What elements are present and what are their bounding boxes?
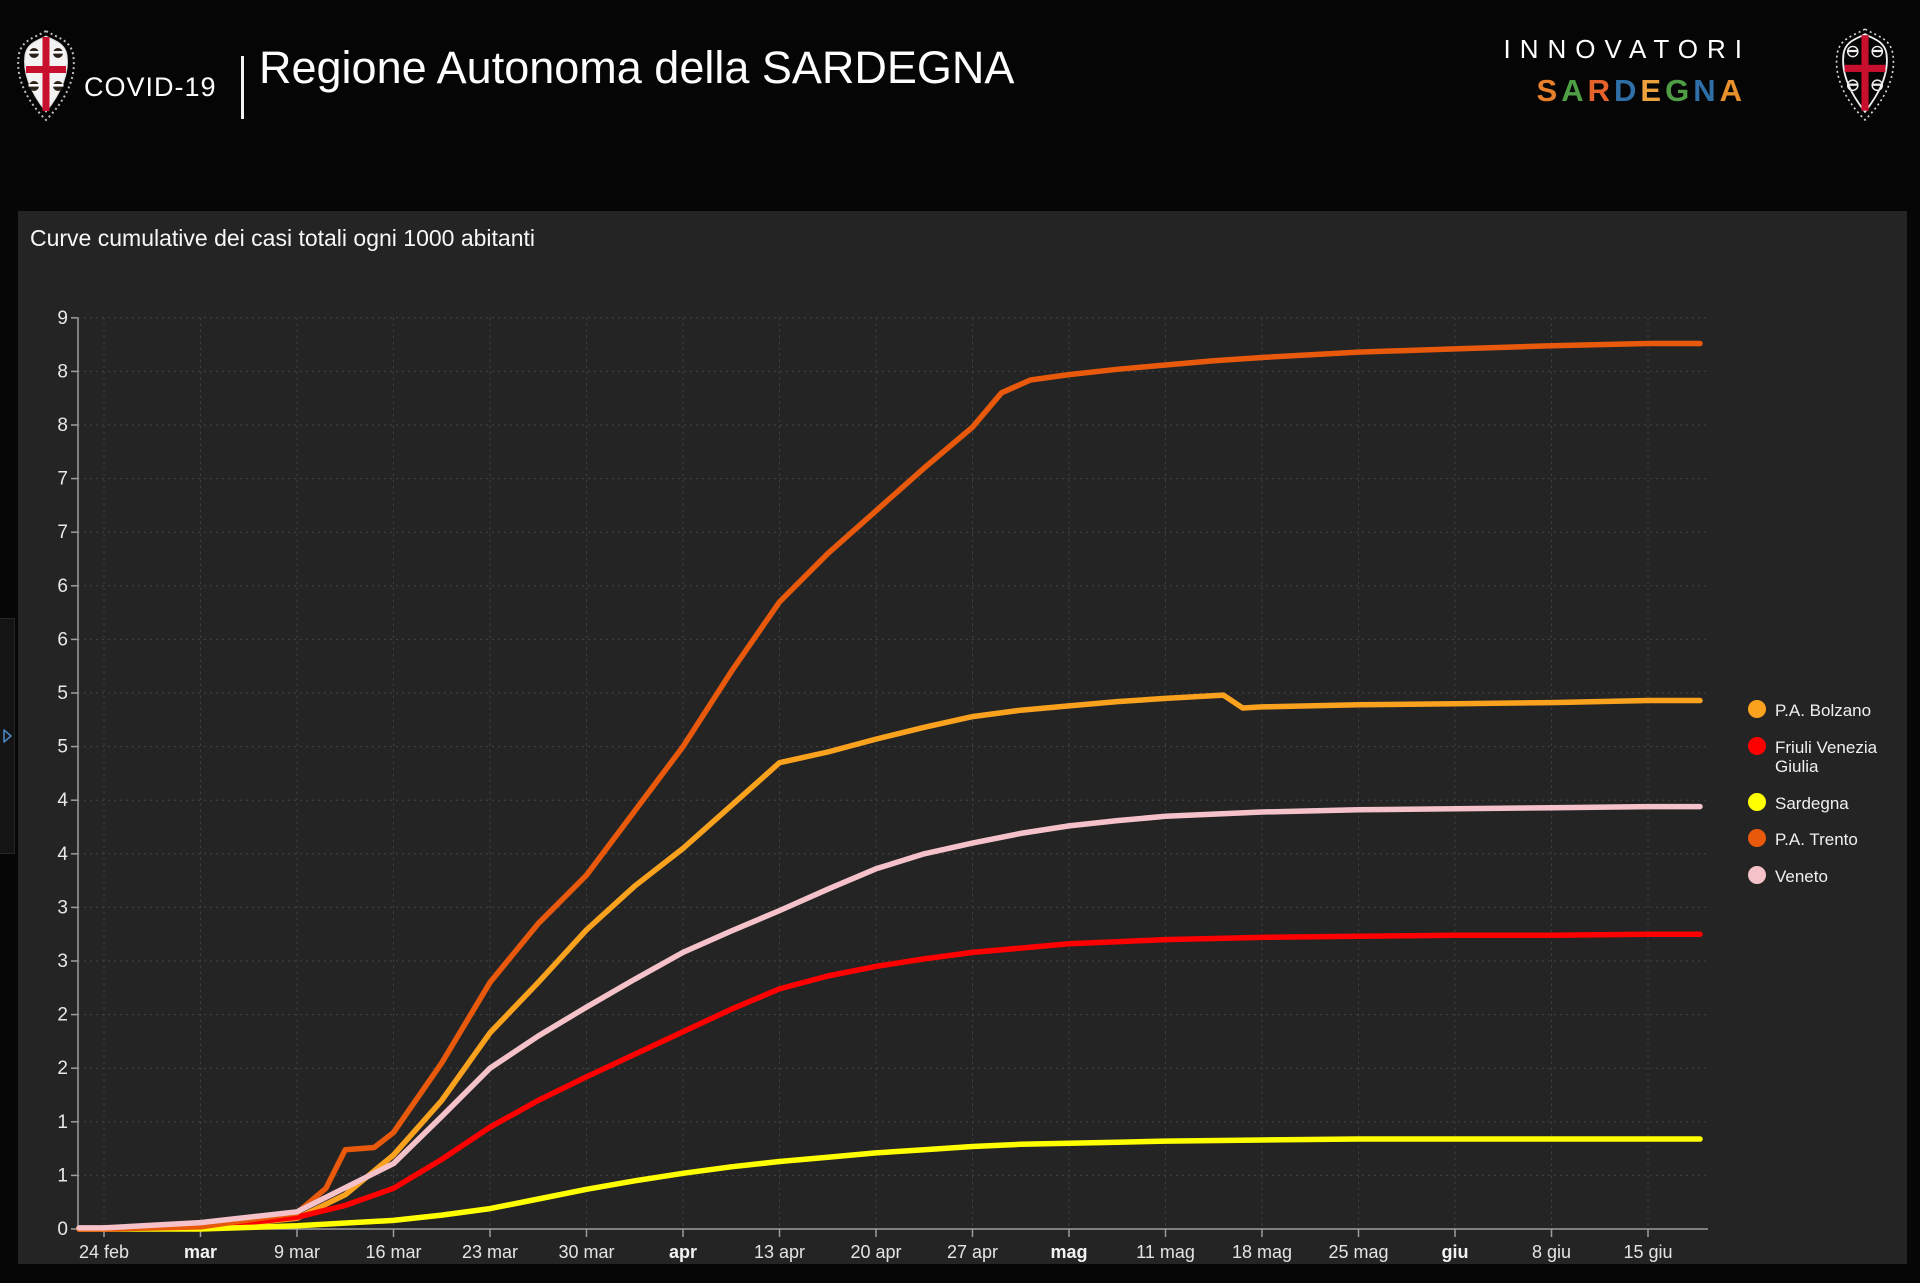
x-axis-label: 27 apr — [947, 1242, 998, 1262]
series-line-p-a-bolzano[interactable] — [76, 692, 1703, 1232]
brand-letter: E — [1640, 73, 1666, 108]
brand-letter: N — [1693, 73, 1720, 108]
legend-item[interactable]: Veneto — [1748, 865, 1898, 887]
y-axis-label: 2 — [57, 1058, 68, 1079]
x-axis-label: 20 apr — [850, 1242, 901, 1262]
legend-label: P.A. Trento — [1775, 830, 1858, 850]
x-axis-label: 13 apr — [754, 1242, 805, 1262]
legend-color-dot — [1748, 865, 1766, 884]
brand-line2: SARDEGNA — [1504, 73, 1746, 109]
expand-right-arrow-icon — [3, 729, 12, 743]
chart-panel: 0 1 1 2 2 3 3 4 4 5 5 6 6 7 7 8 8 9 24 feb mar 9 mar 16 mar 23… — [18, 211, 1907, 1264]
y-axis-label: 9 — [57, 308, 68, 329]
brand-letter: S — [1536, 73, 1562, 108]
chart-title: Curve cumulative dei casi totali ogni 10… — [30, 225, 536, 251]
brand-letter: D — [1614, 73, 1641, 108]
y-axis-label: 2 — [57, 1005, 68, 1026]
sardegna-coat-of-arms-icon — [14, 28, 78, 129]
x-axis-label: 24 feb — [79, 1242, 129, 1262]
y-axis-label: 3 — [57, 897, 68, 918]
y-axis-label: 4 — [57, 844, 68, 865]
y-axis-label: 3 — [57, 951, 68, 972]
legend-color-dot — [1748, 700, 1766, 718]
covid19-label: COVID-19 — [84, 72, 217, 102]
brand-letter: G — [1665, 73, 1694, 108]
x-axis-label: 30 mar — [558, 1242, 614, 1262]
x-axis-label: 25 mag — [1328, 1242, 1388, 1262]
brand-line1: INNOVATORI — [1503, 34, 1751, 64]
chart-legend: P.A. Bolzano Friuli Venezia Giulia Sardegn… — [1748, 700, 1898, 886]
x-axis-label: 15 giu — [1623, 1242, 1672, 1262]
x-axis-label: mag — [1050, 1242, 1087, 1262]
legend-color-dot — [1748, 736, 1766, 755]
y-axis-label: 0 — [57, 1219, 68, 1240]
x-axis-label: apr — [669, 1242, 697, 1262]
x-axis-label: mar — [184, 1242, 217, 1262]
legend-color-dot — [1748, 829, 1766, 848]
x-axis-label: 23 mar — [462, 1242, 518, 1262]
legend-item[interactable]: P.A. Bolzano — [1748, 700, 1898, 721]
y-axis-label: 1 — [57, 1165, 68, 1186]
legend-label: Sardegna — [1775, 793, 1849, 813]
legend-color-dot — [1748, 792, 1766, 811]
x-axis-label: 11 mag — [1136, 1242, 1195, 1262]
sardegna-coat-of-arms-outline-icon — [1832, 26, 1898, 129]
cumulative-cases-line-chart: 0 1 1 2 2 3 3 4 4 5 5 6 6 7 7 8 8 9 24 feb mar 9 mar 16 mar 23… — [57, 308, 1708, 1262]
x-axis-label: 18 mag — [1232, 1242, 1292, 1262]
x-axis-label: 16 mar — [365, 1242, 421, 1262]
y-axis-label: 4 — [57, 790, 68, 811]
x-axis-label: 8 giu — [1532, 1242, 1571, 1262]
y-axis-label: 1 — [57, 1112, 68, 1133]
legend-label: Veneto — [1775, 866, 1828, 886]
y-axis-label: 7 — [57, 469, 68, 490]
innovatori-sardegna-logo: INNOVATORI SARDEGNA — [1504, 34, 1742, 109]
series-line-friuli-venezia-giulia[interactable] — [76, 931, 1703, 1232]
legend-item[interactable]: Friuli Venezia Giulia — [1748, 736, 1898, 777]
brand-letter: R — [1587, 73, 1615, 108]
y-axis-label: 5 — [57, 737, 68, 758]
page-title: Regione Autonoma della SARDEGNA — [259, 42, 1015, 93]
y-axis-label: 6 — [57, 576, 68, 597]
y-axis-label: 7 — [57, 522, 68, 543]
x-axis-label: 9 mar — [274, 1242, 320, 1262]
y-axis-label: 8 — [57, 361, 68, 382]
series-line-p-a-trento[interactable] — [76, 340, 1703, 1232]
y-axis-label: 6 — [57, 629, 68, 650]
brand-letter: A — [1719, 73, 1746, 108]
x-axis-label: giu — [1442, 1242, 1469, 1262]
y-axis-label: 8 — [57, 415, 68, 436]
legend-item[interactable]: P.A. Trento — [1748, 829, 1898, 850]
legend-label: P.A. Bolzano — [1775, 701, 1872, 720]
series-line-veneto[interactable] — [76, 803, 1703, 1231]
header-bar: COVID-19 Regione Autonoma della SARDEGNA… — [0, 0, 1920, 170]
brand-letter: A — [1561, 73, 1588, 108]
legend-label: Friuli Venezia Giulia — [1775, 737, 1878, 777]
sidebar-expand-tab[interactable] — [0, 618, 15, 854]
series-line-sardegna[interactable] — [76, 1136, 1703, 1232]
header-divider — [241, 56, 244, 119]
legend-item[interactable]: Sardegna — [1748, 792, 1898, 814]
y-axis-label: 5 — [57, 683, 68, 704]
